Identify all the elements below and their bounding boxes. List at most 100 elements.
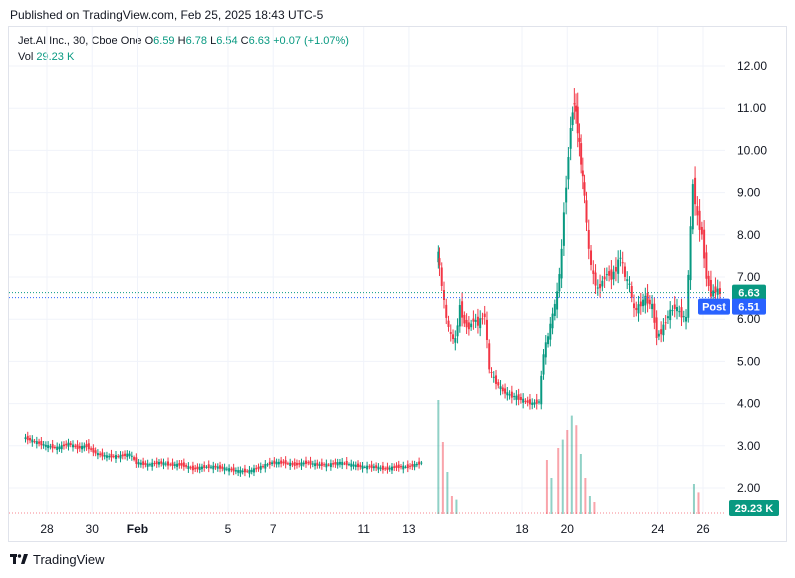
candle-body xyxy=(252,468,255,473)
candle-body xyxy=(105,455,108,458)
candle-body xyxy=(524,400,527,402)
candle-body xyxy=(124,453,127,456)
candle-body xyxy=(112,456,115,458)
candle-body xyxy=(630,285,633,298)
candle-body xyxy=(266,464,269,466)
candle-body xyxy=(481,318,484,320)
candle-body xyxy=(646,292,649,304)
candle-body xyxy=(682,316,685,318)
candle-body xyxy=(178,463,181,466)
candle-body xyxy=(465,319,468,328)
candle-body xyxy=(305,460,308,464)
candle-body xyxy=(67,442,70,447)
candle-body xyxy=(180,463,183,466)
candle-body xyxy=(411,464,414,467)
volume-bar xyxy=(545,460,548,514)
candle-body xyxy=(470,323,473,328)
candle-body xyxy=(133,457,136,460)
candle-body xyxy=(599,284,602,289)
volume-bar xyxy=(692,484,695,514)
candle-body xyxy=(58,446,61,450)
last-price-badge-text: 6.63 xyxy=(738,288,759,300)
volume-bar xyxy=(446,472,449,514)
candle-body xyxy=(449,332,452,334)
candle-body xyxy=(662,324,665,336)
candle-body xyxy=(479,318,482,329)
candle-body xyxy=(78,445,81,449)
candle-body xyxy=(196,466,199,470)
candle-body xyxy=(540,375,543,405)
candle-body xyxy=(522,398,525,403)
candle-body xyxy=(191,465,194,471)
candle-body xyxy=(157,461,160,465)
candle-body xyxy=(49,446,52,448)
candle-body xyxy=(413,463,416,468)
candle-body xyxy=(96,453,99,456)
candle-body xyxy=(329,463,332,468)
candle-body xyxy=(637,304,640,314)
candle-body xyxy=(343,463,346,465)
candle-body xyxy=(712,290,715,297)
symbol-label[interactable]: Jet.AI Inc., 30, Cboe One xyxy=(18,35,142,47)
y-tick-label: 10.00 xyxy=(737,143,767,157)
candle-body xyxy=(501,387,504,392)
candle-body xyxy=(182,462,185,467)
volume-bar xyxy=(450,496,453,514)
candle-body xyxy=(239,470,242,474)
candle-body xyxy=(404,466,407,468)
candle-body xyxy=(388,467,391,470)
candle-body xyxy=(675,307,678,312)
candle-body xyxy=(314,463,317,467)
candle-body xyxy=(393,466,396,469)
candle-body xyxy=(35,441,38,445)
volume-bar xyxy=(579,454,582,514)
candle-body xyxy=(144,462,147,465)
candle-body xyxy=(246,470,249,472)
candle-body xyxy=(137,462,140,465)
candle-body xyxy=(332,463,335,465)
candle-body xyxy=(352,464,355,467)
candle-body xyxy=(569,127,572,149)
candle-body xyxy=(474,319,477,322)
candle-body xyxy=(621,262,624,264)
candle-body xyxy=(438,258,441,266)
x-tick-label: 5 xyxy=(225,522,232,536)
candle-body xyxy=(26,435,29,441)
candle-body xyxy=(117,456,120,458)
candle-body xyxy=(386,466,389,470)
candle-body xyxy=(354,464,357,467)
candle-body xyxy=(406,464,409,469)
x-tick-label: 7 xyxy=(270,522,277,536)
y-tick-label: 5.00 xyxy=(737,354,761,368)
volume-bar xyxy=(584,478,587,514)
candle-body xyxy=(694,177,697,205)
volume-badge-text: 29.23 K xyxy=(735,503,774,515)
candle-body xyxy=(592,270,595,274)
candle-body xyxy=(262,466,265,468)
volume-bar xyxy=(561,439,564,514)
candle-body xyxy=(669,309,672,321)
candle-body xyxy=(318,464,321,466)
candle-body xyxy=(223,467,226,471)
candle-body xyxy=(194,467,197,470)
candle-body xyxy=(673,304,676,309)
footer: TradingView xyxy=(10,552,105,567)
candle-body xyxy=(29,437,32,441)
candle-body xyxy=(257,466,260,469)
candle-body xyxy=(623,266,626,277)
candle-body xyxy=(103,455,106,457)
post-label-text: Post xyxy=(702,302,726,314)
candle-body xyxy=(610,269,613,280)
candle-body xyxy=(495,375,498,384)
candle-body xyxy=(678,311,681,313)
candle-body xyxy=(334,461,337,465)
vol-value: 29.23 K xyxy=(36,51,75,63)
volume-bar xyxy=(588,496,591,514)
candle-body xyxy=(639,301,642,307)
candle-body xyxy=(264,463,267,469)
candle-body xyxy=(284,460,287,465)
candle-body xyxy=(718,288,721,295)
candle-body xyxy=(280,460,283,464)
footer-brand[interactable]: TradingView xyxy=(33,552,105,567)
